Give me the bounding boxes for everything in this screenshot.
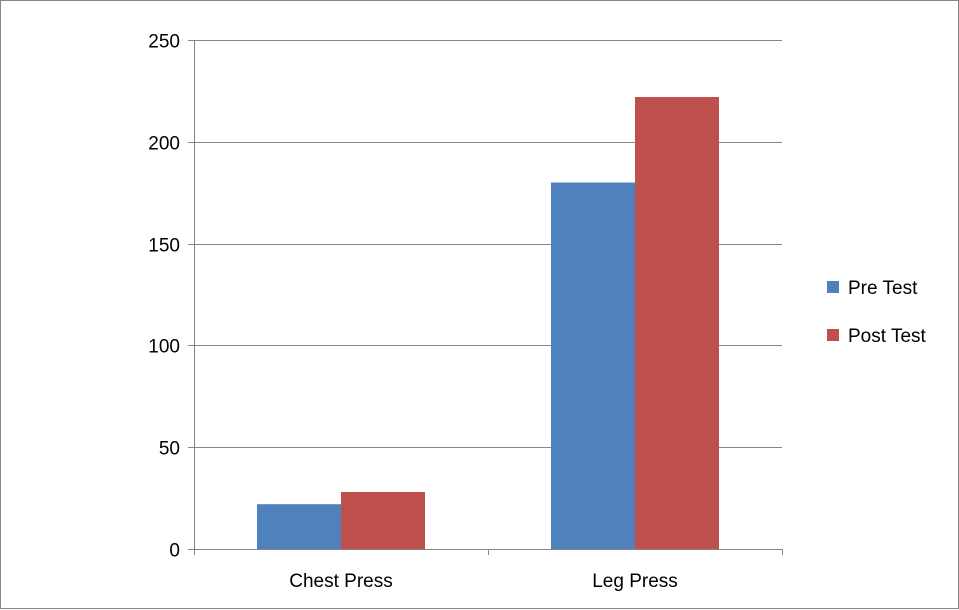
legend-swatch-post-test — [827, 329, 839, 341]
bar-post-test-chest-press — [341, 491, 425, 549]
y-tick-label: 50 — [159, 439, 180, 460]
legend-swatch-pre-test — [827, 281, 839, 293]
y-tick-label: 100 — [148, 337, 180, 358]
legend-label-pre-test: Pre Test — [848, 278, 918, 299]
bar-pre-test-leg-press — [551, 182, 635, 549]
y-tick-labels: 0 50 100 150 200 250 — [148, 32, 180, 562]
y-tick-label: 0 — [169, 541, 180, 562]
y-tick-label: 200 — [148, 134, 180, 155]
x-tick-labels: Chest Press Leg Press — [289, 571, 678, 592]
legend-label-post-test: Post Test — [848, 326, 927, 347]
bar-pre-test-chest-press — [257, 504, 341, 549]
y-tick-label: 150 — [148, 236, 180, 257]
bars — [257, 97, 719, 550]
x-tick-label: Chest Press — [289, 571, 392, 592]
axes — [188, 40, 783, 555]
legend: Pre Test Post Test — [827, 278, 927, 347]
x-tick-label: Leg Press — [592, 571, 678, 592]
bar-post-test-leg-press — [635, 97, 719, 550]
y-tick-label: 250 — [148, 32, 180, 53]
